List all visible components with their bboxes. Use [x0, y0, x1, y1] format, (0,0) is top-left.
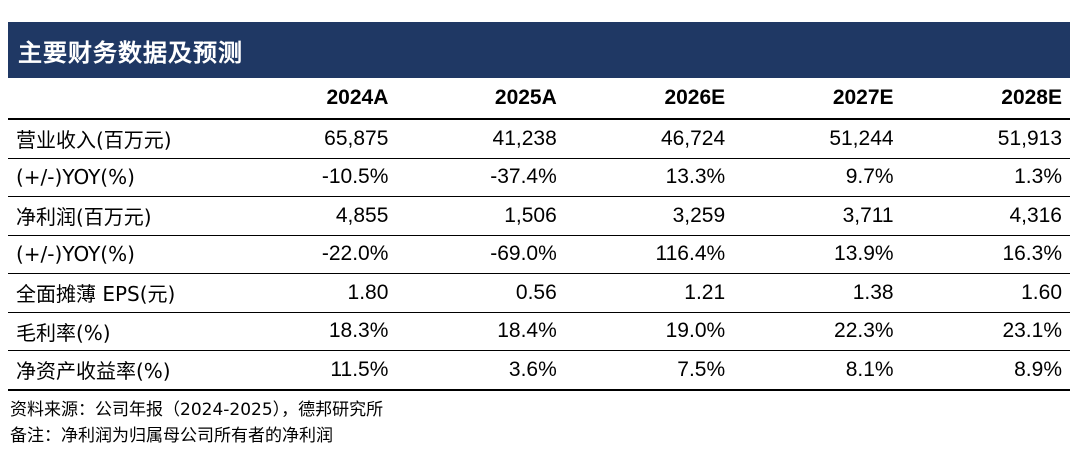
table-cell: 65,875 [228, 119, 397, 159]
table-cell: 46,724 [564, 119, 734, 159]
table-row: 净资产收益率(%) 11.5% 3.6% 7.5% 8.1% 8.9% [8, 350, 1070, 391]
financial-summary: 主要财务数据及预测 2024A 2025A 2026E 2027E 2028E … [8, 22, 1070, 449]
table-cell: 19.0% [564, 312, 734, 351]
table-cell: 1.60 [901, 273, 1070, 313]
column-header: 2025A [396, 78, 565, 120]
financial-table: 2024A 2025A 2026E 2027E 2028E 营业收入(百万元) … [8, 78, 1070, 391]
table-cell: -10.5% [228, 158, 397, 197]
table-cell: 23.1% [901, 312, 1070, 351]
table-cell: 8.9% [901, 350, 1070, 391]
source-note: 资料来源：公司年报（2024-2025），德邦研究所 [10, 399, 384, 420]
table-cell: 13.3% [564, 158, 734, 197]
row-label: 全面摊薄 EPS(元) [8, 273, 228, 313]
table-notes: 资料来源：公司年报（2024-2025），德邦研究所 备注：净利润为归属母公司所… [8, 397, 1070, 449]
table-row: 营业收入(百万元) 65,875 41,238 46,724 51,244 51… [8, 119, 1070, 159]
table-cell: 51,913 [901, 119, 1070, 159]
table-cell: 1,506 [396, 196, 565, 236]
table-cell: -37.4% [396, 158, 565, 197]
table-cell: 9.7% [733, 158, 902, 197]
table-cell: 22.3% [733, 312, 902, 351]
row-label: (+/-)YOY(%) [8, 158, 228, 197]
table-cell: 3,711 [733, 196, 902, 236]
column-header: 2027E [733, 78, 902, 120]
table-row: 净利润(百万元) 4,855 1,506 3,259 3,711 4,316 [8, 196, 1070, 236]
table-cell: 18.4% [396, 312, 565, 351]
table-cell: 3,259 [564, 196, 734, 236]
table-cell: 1.80 [228, 273, 397, 313]
column-header [8, 78, 228, 120]
table-cell: 4,316 [901, 196, 1070, 236]
table-cell: 1.3% [901, 158, 1070, 197]
table-row: (+/-)YOY(%) -22.0% -69.0% 116.4% 13.9% 1… [8, 235, 1070, 274]
table-cell: 41,238 [396, 119, 565, 159]
row-label: (+/-)YOY(%) [8, 235, 228, 274]
column-header: 2028E [901, 78, 1070, 120]
table-cell: 4,855 [228, 196, 397, 236]
table-cell: 13.9% [733, 235, 902, 274]
column-header: 2024A [228, 78, 397, 120]
table-cell: -69.0% [396, 235, 565, 274]
row-label: 毛利率(%) [8, 312, 228, 351]
table-cell: 1.38 [733, 273, 902, 313]
column-header: 2026E [564, 78, 734, 120]
table-cell: 51,244 [733, 119, 902, 159]
table-row: 全面摊薄 EPS(元) 1.80 0.56 1.21 1.38 1.60 [8, 273, 1070, 313]
table-cell: 0.56 [396, 273, 565, 313]
table-cell: 16.3% [901, 235, 1070, 274]
table-cell: 7.5% [564, 350, 734, 391]
header-row: 2024A 2025A 2026E 2027E 2028E [8, 78, 1070, 120]
table-cell: 3.6% [396, 350, 565, 391]
table-row: (+/-)YOY(%) -10.5% -37.4% 13.3% 9.7% 1.3… [8, 158, 1070, 197]
row-label: 营业收入(百万元) [8, 119, 228, 159]
table-cell: 11.5% [228, 350, 397, 391]
table-cell: -22.0% [228, 235, 397, 274]
table-cell: 1.21 [564, 273, 734, 313]
table-title: 主要财务数据及预测 [8, 22, 1070, 78]
table-cell: 116.4% [564, 235, 734, 274]
row-label: 净利润(百万元) [8, 196, 228, 236]
remark-note: 备注：净利润为归属母公司所有者的净利润 [10, 425, 333, 446]
table-row: 毛利率(%) 18.3% 18.4% 19.0% 22.3% 23.1% [8, 312, 1070, 351]
table-cell: 18.3% [228, 312, 397, 351]
table-cell: 8.1% [733, 350, 902, 391]
row-label: 净资产收益率(%) [8, 350, 228, 391]
